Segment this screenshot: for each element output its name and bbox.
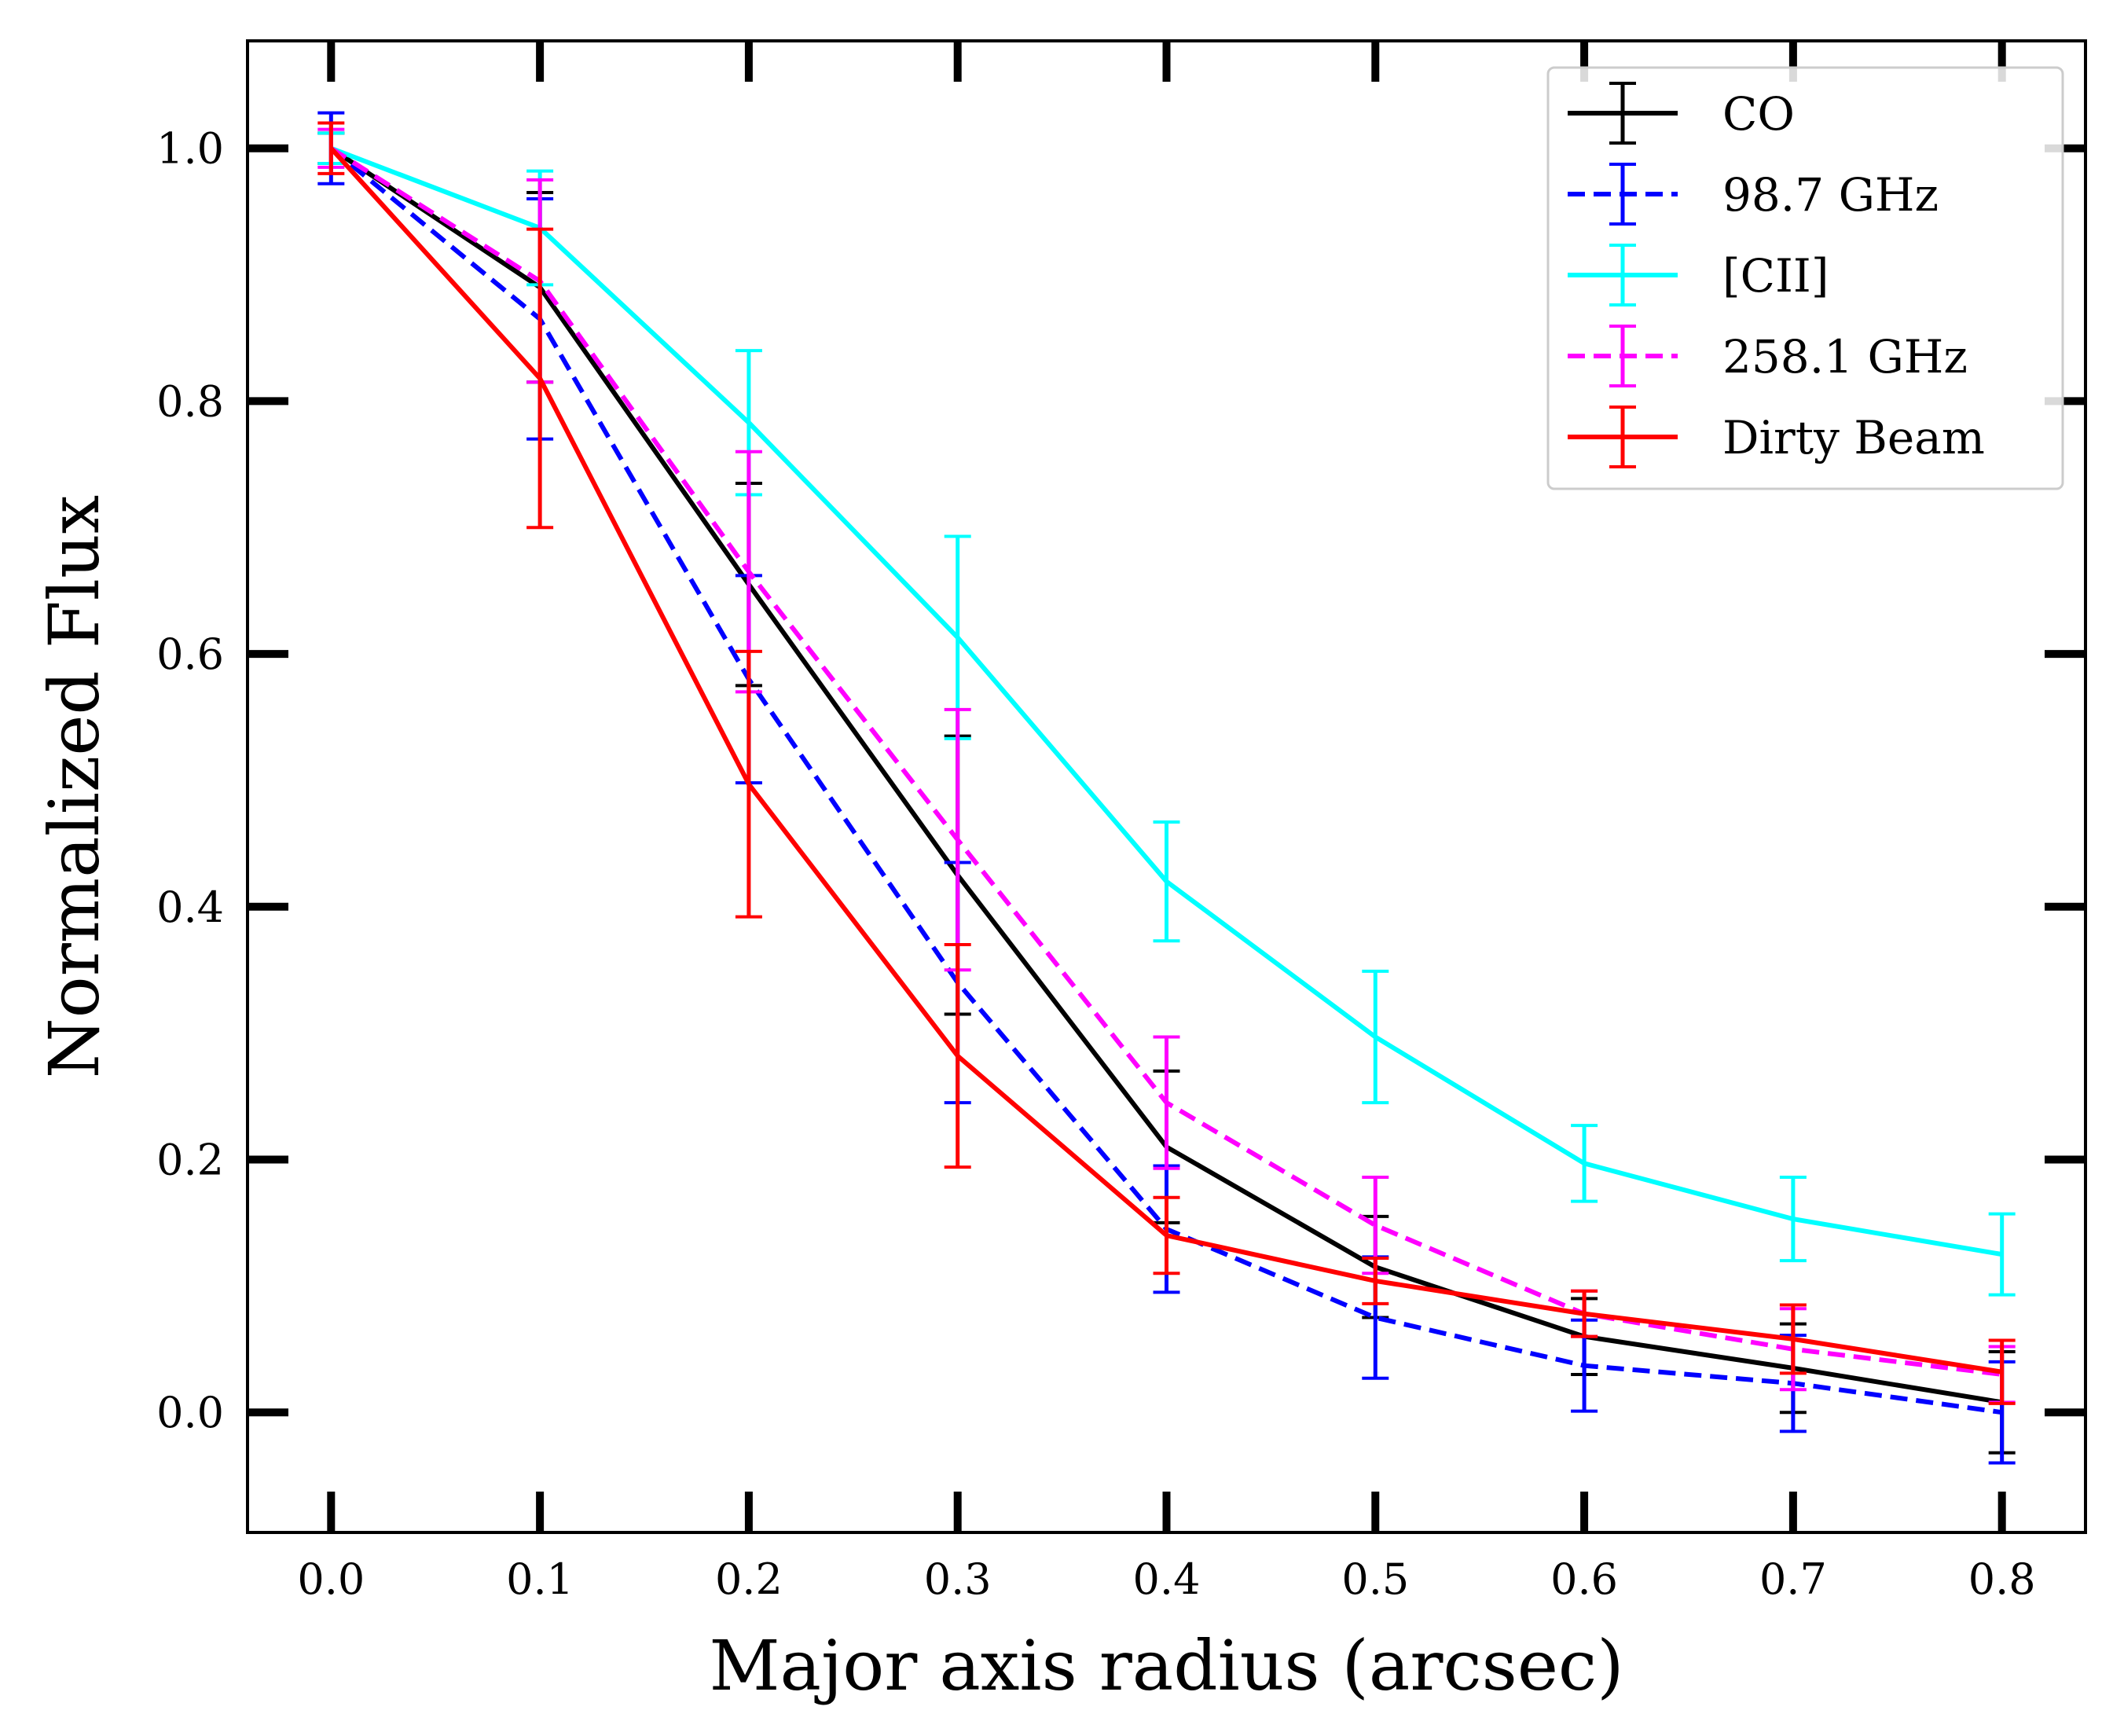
legend-entry-98-7-ghz: 98.7 GHz [1568, 163, 1939, 226]
y-axis-label: Normalized Flux [34, 495, 115, 1079]
error-bar-dirty-beam [1988, 1338, 2016, 1405]
y-tick-label: 1.0 [156, 124, 224, 174]
x-tick-label: 0.8 [1968, 1554, 2036, 1604]
legend-label: CO [1722, 87, 1795, 141]
error-bar-dirty-beam [1153, 1195, 1180, 1275]
y-tick-label: 0.8 [156, 376, 224, 426]
error-bar-dirty-beam [1362, 1256, 1389, 1305]
error-bar-cii [1153, 820, 1180, 943]
axis-ticks: 0.0 0.1 0.2 0.3 0.4 0.5 0.6 0.7 0.8 0.0 0.2 0.4 0.6 0… [156, 41, 2085, 1604]
error-bar-258-1-ghz [1153, 1035, 1180, 1170]
error-bar-dirty-beam [735, 649, 762, 919]
error-bar-dirty-beam [1571, 1289, 1598, 1338]
legend-label: Dirty Beam [1722, 411, 1985, 464]
y-tick-label: 0.2 [156, 1136, 224, 1185]
error-bar-cii [1988, 1212, 2016, 1297]
error-bar-dirty-beam [1779, 1303, 1807, 1375]
x-axis-label: Major axis radius (arcsec) [709, 1625, 1623, 1706]
error-bar-dirty-beam [526, 227, 554, 530]
x-tick-label: 0.5 [1341, 1554, 1409, 1604]
x-tick-label: 0.4 [1133, 1554, 1201, 1604]
x-tick-label: 0.6 [1550, 1554, 1618, 1604]
x-tick-label: 0.3 [924, 1554, 992, 1604]
legend-entry-co: CO [1568, 82, 1795, 145]
error-bar-cii [1362, 969, 1389, 1105]
legend-entry-cii: [CII] [1568, 244, 1829, 306]
legend-label: 98.7 GHz [1722, 168, 1939, 222]
x-tick-label: 0.2 [715, 1554, 783, 1604]
x-tick-label: 0.7 [1759, 1554, 1827, 1604]
error-bar-dirty-beam [317, 121, 345, 175]
y-tick-label: 0.0 [156, 1388, 224, 1437]
series-dirty-beam [317, 121, 2016, 1405]
y-tick-label: 0.4 [156, 883, 224, 932]
error-bar-dirty-beam [944, 943, 971, 1169]
y-tick-label: 0.6 [156, 629, 224, 679]
error-bar-cii [1571, 1124, 1598, 1203]
legend-box [1546, 66, 2064, 490]
legend-label: [CII] [1722, 249, 1829, 303]
error-bar-cii [1779, 1176, 1807, 1263]
plot-frame [246, 39, 2087, 1534]
x-tick-label: 0.0 [297, 1554, 365, 1604]
legend-entry-258-1-ghz: 258.1 GHz [1568, 325, 1968, 387]
series-layer [317, 111, 2016, 1465]
legend-label: 258.1 GHz [1722, 330, 1968, 384]
legend-entry-dirty-beam: Dirty Beam [1568, 406, 1985, 468]
legend: CO 98.7 GHz [CII] 258.1 GHz Dirty Beam [1546, 66, 2064, 490]
x-tick-label: 0.1 [506, 1554, 574, 1604]
